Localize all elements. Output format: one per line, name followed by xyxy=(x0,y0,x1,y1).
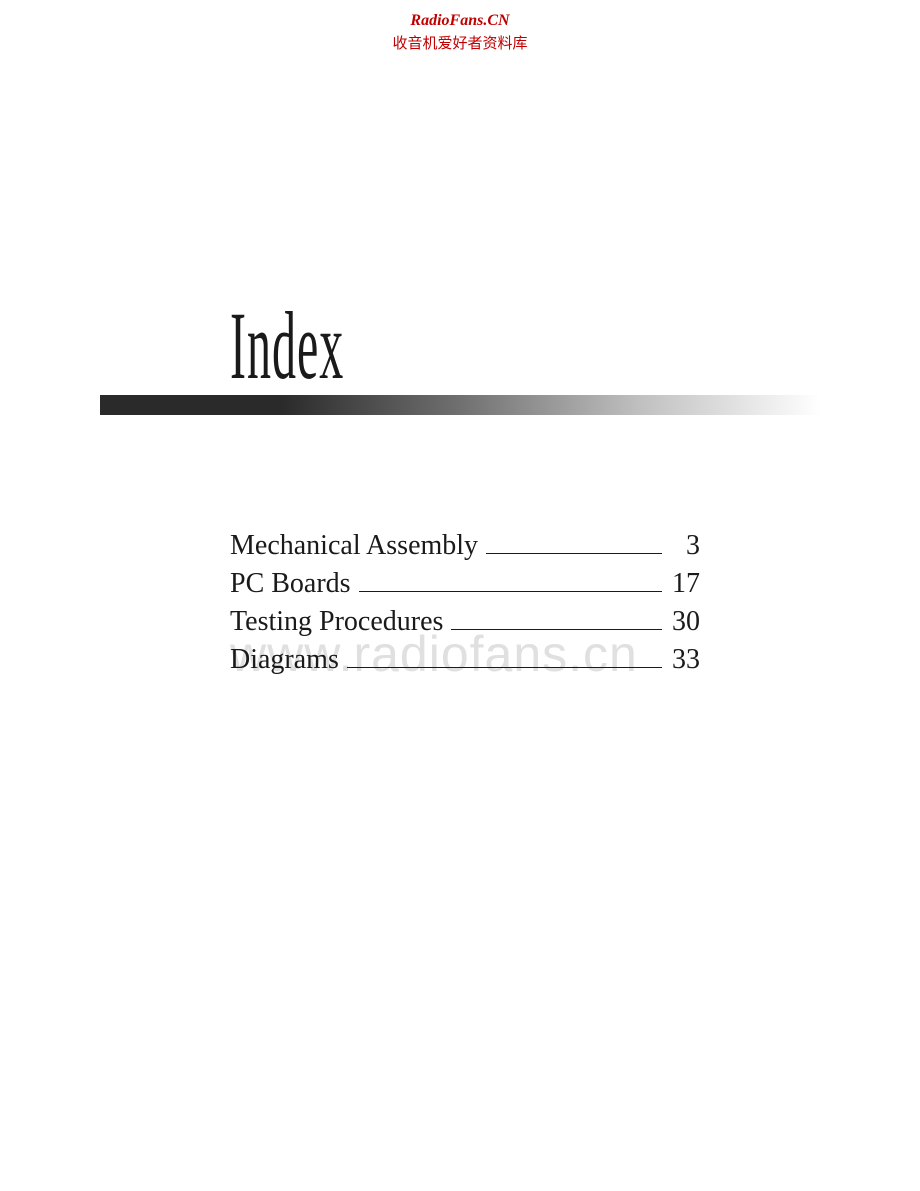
index-entry-leader xyxy=(451,629,662,630)
index-entry-leader xyxy=(359,591,662,592)
index-entry-page: 30 xyxy=(670,606,700,638)
index-entry-leader xyxy=(347,667,662,668)
index-entry-page: 3 xyxy=(670,530,700,562)
index-entries-list: Mechanical Assembly 3 PC Boards 17 Testi… xyxy=(230,530,700,682)
index-entry-label: Diagrams xyxy=(230,644,339,676)
index-entry: Diagrams 33 xyxy=(230,644,700,676)
page-header: RadioFans.CN 收音机爱好者资料库 xyxy=(0,0,920,53)
title-divider-bar xyxy=(100,395,820,415)
index-entry-label: PC Boards xyxy=(230,568,351,600)
index-entry: Testing Procedures 30 xyxy=(230,606,700,638)
header-site-name: RadioFans.CN xyxy=(0,12,920,30)
header-site-description: 收音机爱好者资料库 xyxy=(0,32,920,53)
index-title: Index xyxy=(230,290,344,401)
index-entry-page: 17 xyxy=(670,568,700,600)
index-entry-leader xyxy=(486,553,662,554)
index-entry: PC Boards 17 xyxy=(230,568,700,600)
index-entry-page: 33 xyxy=(670,644,700,676)
index-entry: Mechanical Assembly 3 xyxy=(230,530,700,562)
index-entry-label: Testing Procedures xyxy=(230,606,443,638)
index-entry-label: Mechanical Assembly xyxy=(230,530,478,562)
